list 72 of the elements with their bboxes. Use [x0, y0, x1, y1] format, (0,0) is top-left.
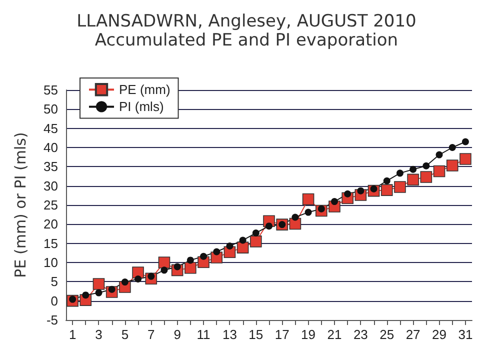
- x-tick-label: 17: [274, 327, 290, 342]
- x-tick-label: 5: [121, 327, 129, 342]
- x-tick-label: 29: [432, 327, 446, 342]
- point: [433, 165, 446, 178]
- point: [239, 236, 246, 244]
- point: [410, 166, 417, 173]
- y-tick-label: -5: [46, 312, 58, 328]
- point: [420, 171, 432, 183]
- point: [266, 222, 272, 230]
- point: [252, 229, 260, 236]
- point: [92, 278, 105, 290]
- point: [357, 187, 364, 194]
- point: [158, 256, 170, 268]
- point: [200, 252, 208, 260]
- x-tick-label: 15: [248, 327, 264, 342]
- x-tick-label: 7: [148, 327, 155, 342]
- point: [134, 275, 142, 282]
- point: [304, 208, 312, 216]
- point: [448, 144, 456, 151]
- point: [394, 181, 406, 193]
- point: [422, 162, 430, 170]
- y-tick-label: 25: [44, 198, 58, 212]
- legend-label: PE (mm): [119, 82, 170, 98]
- point: [446, 160, 458, 172]
- point: [250, 236, 262, 248]
- x-tick-label: 3: [95, 327, 102, 342]
- point: [95, 289, 102, 296]
- x-tick-label: 21: [327, 327, 342, 342]
- point: [436, 151, 443, 158]
- point: [407, 174, 419, 186]
- point: [132, 266, 144, 278]
- y-tick-label: 40: [44, 140, 58, 155]
- point: [160, 266, 168, 274]
- point: [380, 184, 393, 196]
- point: [82, 292, 90, 299]
- x-tick-label: 27: [406, 327, 420, 342]
- point: [184, 262, 196, 274]
- chart-subtitle: Accumulated PE and PI evaporation: [94, 30, 398, 50]
- point: [460, 153, 472, 165]
- legend-label: PI (mls): [119, 99, 164, 114]
- y-tick-label: 0: [50, 293, 58, 308]
- y-tick-label: 50: [44, 102, 58, 117]
- y-axis-title: PE (mm) or PI (mls): [12, 132, 30, 278]
- y-tick-label: 55: [44, 82, 58, 98]
- point: [121, 278, 128, 286]
- point: [383, 177, 390, 184]
- x-tick-label: 19: [301, 327, 316, 342]
- y-tick-label: 15: [44, 236, 58, 251]
- x-tick-label: 1: [68, 327, 76, 342]
- y-tick-label: 10: [44, 255, 58, 270]
- x-tick-label: 23: [353, 327, 368, 342]
- y-tick-label: 45: [44, 120, 58, 136]
- x-tick-label: 9: [174, 327, 181, 342]
- point: [330, 198, 338, 206]
- point: [344, 190, 352, 198]
- y-tick-label: 5: [50, 274, 58, 290]
- y-tick-label: 20: [44, 216, 58, 232]
- point: [213, 248, 220, 256]
- x-tick-label: 13: [222, 327, 237, 342]
- point: [186, 256, 194, 264]
- point: [226, 242, 234, 250]
- point: [236, 242, 249, 254]
- point: [396, 170, 404, 177]
- y-tick-label: 35: [44, 159, 58, 174]
- point: [462, 138, 469, 146]
- x-tick-label: 25: [380, 327, 394, 342]
- y-tick-label: 30: [44, 178, 58, 194]
- point: [292, 214, 299, 221]
- x-tick-label: 11: [196, 327, 210, 342]
- point: [302, 193, 314, 206]
- chart-title: LLANSADWRN, Anglesey, AUGUST 2010: [76, 12, 416, 32]
- x-tick-label: 31: [458, 327, 473, 342]
